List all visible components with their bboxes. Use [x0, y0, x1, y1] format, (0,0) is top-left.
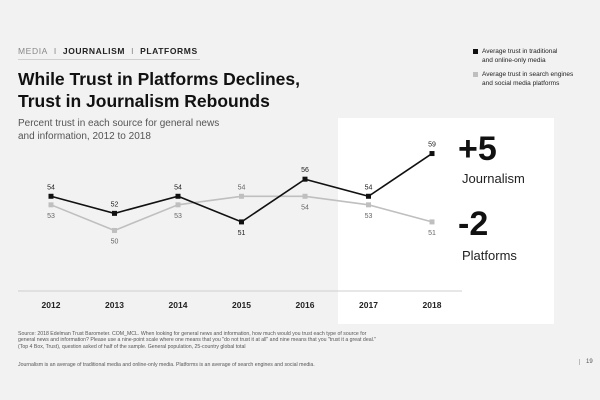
- journalism-point-2017: [366, 193, 371, 199]
- legend-item-journalism: Average trust in traditional and online-…: [473, 48, 594, 65]
- x-tick-label-2016: 2016: [296, 300, 315, 310]
- platforms-value-label-2015: 54: [238, 184, 246, 191]
- x-tick-label-2018: 2018: [423, 300, 442, 310]
- platforms-series-line: [50, 195, 433, 232]
- x-tick-label-2013: 2013: [105, 300, 124, 310]
- x-tick-label-2015: 2015: [232, 300, 251, 310]
- breadcrumb-separator: I: [131, 46, 135, 56]
- platforms-value-label-2017: 53: [365, 213, 373, 220]
- page-title: While Trust in Platforms Declines, Trust…: [18, 68, 300, 112]
- platforms-point-2017: [366, 202, 371, 208]
- journalism-point-2015: [239, 219, 244, 225]
- journalism-value-label-2018: 59: [428, 142, 436, 149]
- platforms-value-label-2016: 54: [301, 204, 309, 211]
- journalism-change-value: +5: [458, 130, 497, 168]
- platforms-value-label-2013: 50: [111, 238, 119, 245]
- journalism-value-label-2012: 54: [47, 184, 55, 191]
- x-tick-label-2012: 2012: [42, 300, 61, 310]
- journalism-change-label: Journalism: [462, 171, 525, 186]
- highlight-box-2017-2018: [338, 118, 554, 324]
- source-footnote: Source: 2018 Edelman Trust Barometer. CO…: [18, 331, 438, 350]
- breadcrumb: MEDIA I JOURNALISM I PLATFORMS: [18, 46, 198, 56]
- subtitle-line-1: Percent trust in each source for general…: [18, 118, 220, 129]
- journalism-value-label-2016: 56: [301, 167, 309, 174]
- breadcrumb-underline: [18, 59, 200, 60]
- platforms-change-value: -2: [458, 205, 489, 243]
- platforms-point-2016: [302, 193, 308, 199]
- platforms-value-label-2018: 51: [428, 230, 436, 237]
- legend-label: Average trust in traditional: [482, 48, 558, 55]
- platforms-point-2014: [175, 202, 181, 208]
- legend-item-platforms: Average trust in search engines and soci…: [473, 71, 594, 88]
- journalism-value-label-2014: 54: [174, 184, 182, 191]
- footnote-line: Source: 2018 Edelman Trust Barometer. CO…: [18, 331, 367, 337]
- legend-label: Average trust in search engines: [482, 71, 574, 78]
- journalism-value-label-2015: 51: [238, 230, 246, 237]
- journalism-value-label-2017: 54: [365, 184, 373, 191]
- legend-swatch-platforms: [473, 72, 478, 77]
- footer-note: Journalism is an average of traditional …: [18, 362, 315, 368]
- platforms-value-label-2014: 53: [174, 213, 182, 220]
- title-line-1: While Trust in Platforms Declines,: [18, 69, 301, 89]
- journalism-point-2013: [112, 210, 117, 216]
- journalism-point-2014: [175, 193, 181, 199]
- legend-label: and social media platforms: [482, 79, 560, 87]
- footnote-line: general news and information? Please use…: [18, 337, 377, 344]
- breadcrumb-journalism: JOURNALISM: [62, 46, 126, 56]
- journalism-point-2016: [302, 176, 308, 182]
- subtitle-line-2: and information, 2012 to 2018: [18, 131, 151, 142]
- platforms-change-label: Platforms: [462, 248, 517, 263]
- platforms-value-label-2012: 53: [47, 213, 55, 220]
- x-tick-label-2014: 2014: [169, 300, 188, 310]
- footnote-line: (Top 4 Box, Trust), question asked of ha…: [18, 343, 246, 350]
- journalism-point-2018: [429, 151, 435, 157]
- platforms-point-2013: [112, 227, 117, 233]
- journalism-value-label-2013: 52: [111, 201, 119, 208]
- platforms-point-2018: [429, 219, 435, 225]
- page-number: 19: [579, 359, 593, 365]
- platforms-point-2015: [239, 193, 244, 199]
- breadcrumb-platforms: PLATFORMS: [140, 46, 198, 56]
- breadcrumb-separator: I: [53, 46, 57, 56]
- journalism-point-2012: [48, 193, 54, 199]
- title-line-2: Trust in Journalism Rebounds: [18, 91, 270, 111]
- legend-label: and online-only media: [482, 56, 546, 64]
- breadcrumb-section: MEDIA: [18, 46, 48, 56]
- chart-subtitle: Percent trust in each source for general…: [18, 117, 219, 143]
- platforms-point-2012: [48, 202, 54, 208]
- x-tick-label-2017: 2017: [359, 300, 378, 310]
- legend-swatch-journalism: [473, 49, 478, 54]
